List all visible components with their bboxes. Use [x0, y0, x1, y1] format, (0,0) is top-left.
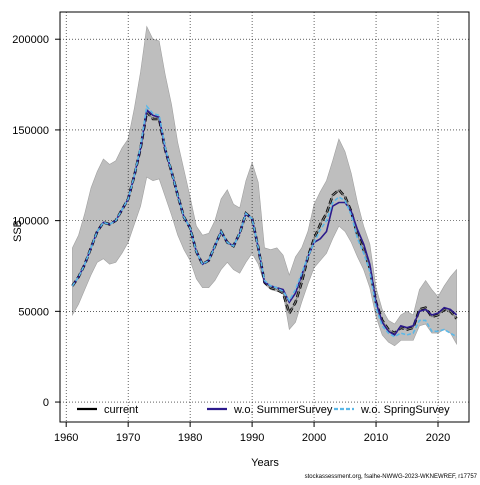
plot-frame — [59, 11, 470, 423]
y-axis-title: SSB — [12, 220, 24, 242]
x-tick-label: 2000 — [302, 432, 326, 444]
x-tick-label: 2010 — [364, 432, 388, 444]
legend-label: current — [104, 404, 138, 416]
legend-label: w.o. SummerSurvey — [233, 404, 333, 416]
y-tick-label: 0 — [43, 397, 49, 409]
axes-layer: 1960 1970 1980 1990 2000 2010 2020 0 50000 100000… — [12, 11, 470, 444]
y-tick-label: 150000 — [12, 125, 49, 137]
series-line-wospringsurvey — [71, 104, 458, 338]
y-tick-label: 100000 — [12, 216, 49, 228]
series-line-wosummersurvey — [71, 108, 458, 336]
confidence-band — [72, 25, 457, 347]
grid-layer — [60, 12, 469, 422]
legend-label: w.o. SpringSurvey — [360, 404, 450, 416]
legend: current w.o. SummerSurvey w.o. SpringSurve… — [77, 404, 450, 416]
x-axis-title: Years — [251, 457, 279, 469]
x-tick-label: 1980 — [178, 432, 202, 444]
y-tick-label: 50000 — [18, 306, 49, 318]
y-tick-label: 200000 — [12, 34, 49, 46]
confidence-band-layer — [72, 25, 457, 347]
x-tick-label: 1960 — [54, 432, 78, 444]
x-tick-label: 1970 — [116, 432, 140, 444]
x-tick-label: 2020 — [426, 432, 450, 444]
x-tick-label: 1990 — [240, 432, 264, 444]
series-layer — [71, 104, 458, 338]
source-note: stockassessment.org, fsalhe-NWWG-2023-WK… — [305, 474, 478, 480]
